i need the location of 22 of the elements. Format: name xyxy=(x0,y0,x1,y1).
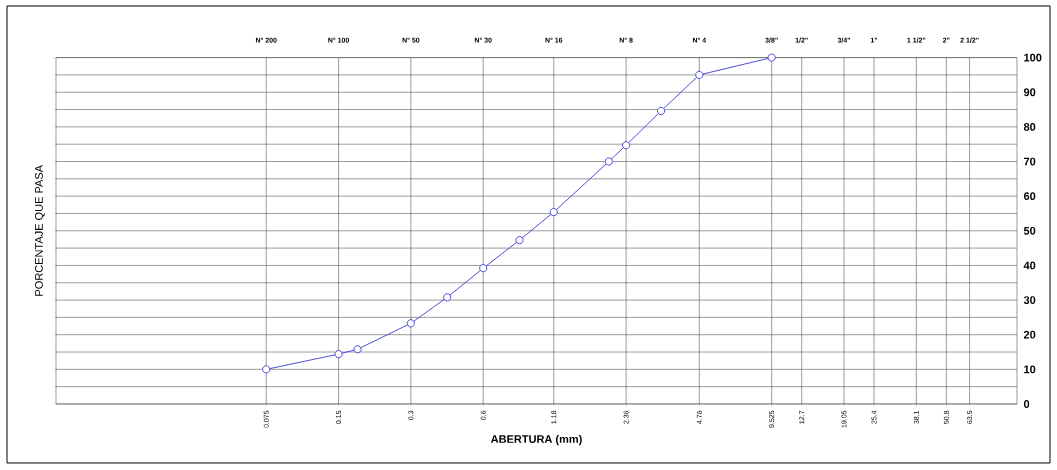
point xyxy=(549,208,558,217)
y-tick-label: 20 xyxy=(1023,330,1036,339)
point xyxy=(406,319,415,328)
x-axis-title: ABERTURA (mm) xyxy=(490,434,582,446)
y-tick-label: 70 xyxy=(1024,157,1036,166)
y-axis-title: PORCENTAJE QUE PASA xyxy=(35,165,45,296)
y-tick-label: 50 xyxy=(1023,226,1036,235)
y-tick-label: 80 xyxy=(1023,122,1036,131)
point xyxy=(622,141,631,150)
point xyxy=(657,106,666,115)
y-tick-label: 60 xyxy=(1023,192,1036,201)
y-tick-label: 90 xyxy=(1023,88,1036,97)
y-tick-label: 10 xyxy=(1024,365,1036,374)
y-tick-label: 30 xyxy=(1023,296,1036,304)
point xyxy=(695,70,704,79)
point xyxy=(515,236,524,245)
y-tick-label: 0 xyxy=(1023,400,1030,408)
point xyxy=(443,293,452,302)
y-tick-label: 100 xyxy=(1024,53,1042,62)
y-tick-label: 40 xyxy=(1023,261,1036,270)
point xyxy=(479,264,488,273)
point xyxy=(334,350,343,359)
